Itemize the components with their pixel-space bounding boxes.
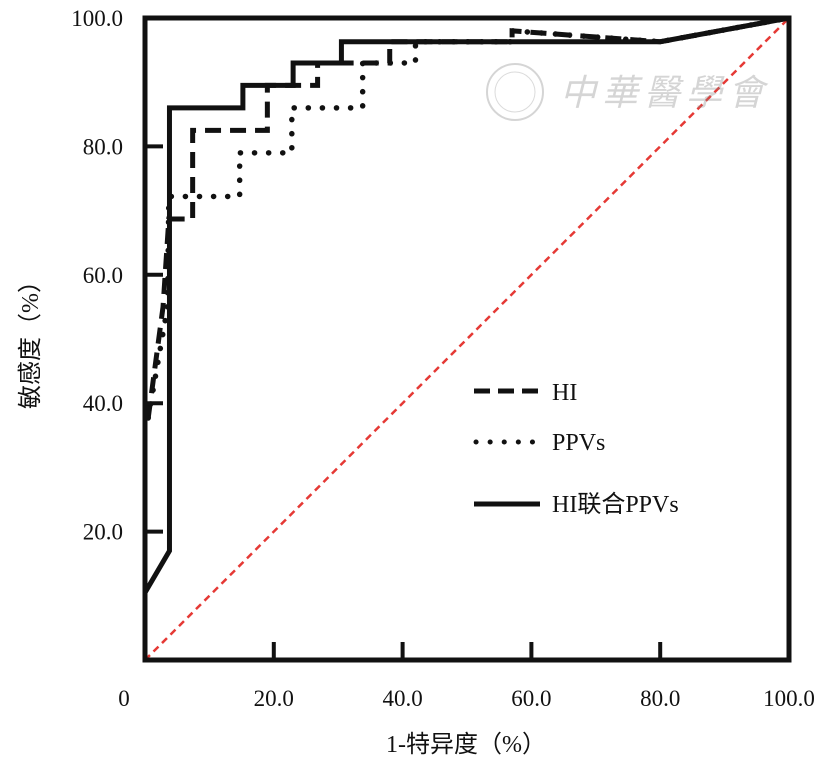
legend-label-ppvs: PPVs bbox=[552, 430, 605, 456]
x-tick-label: 0 bbox=[118, 686, 130, 711]
y-tick-label: 20.0 bbox=[83, 520, 123, 545]
plot-frame bbox=[142, 15, 792, 663]
x-axis-label: 1-特异度（%） bbox=[386, 731, 546, 758]
y-tick-label: 100.0 bbox=[71, 6, 123, 31]
series-line-0 bbox=[145, 15, 790, 419]
x-tick-label: 80.0 bbox=[640, 686, 680, 711]
reference-diagonal-line bbox=[144, 17, 790, 661]
watermark-seal-icon bbox=[486, 63, 544, 121]
watermark-text: 中華醫學會 bbox=[560, 73, 770, 113]
x-tick-label: 20.0 bbox=[254, 686, 294, 711]
legend-label-combined: HI联合PPVs bbox=[552, 491, 679, 518]
x-tick-label: 100.0 bbox=[763, 686, 815, 711]
legend-label-hi: HI bbox=[552, 380, 577, 406]
x-tick-label: 60.0 bbox=[511, 686, 551, 711]
y-tick-label: 80.0 bbox=[83, 134, 123, 159]
legend: HI PPVs HI联合PPVs bbox=[473, 380, 679, 518]
y-axis-label: 敏感度（%） bbox=[17, 269, 44, 409]
x-tick-label: 40.0 bbox=[382, 686, 422, 711]
watermark: 中華醫學會 bbox=[486, 63, 770, 121]
y-tick-label: 40.0 bbox=[83, 391, 123, 416]
series-line-2 bbox=[142, 15, 790, 594]
y-tick-label: 60.0 bbox=[83, 263, 123, 288]
